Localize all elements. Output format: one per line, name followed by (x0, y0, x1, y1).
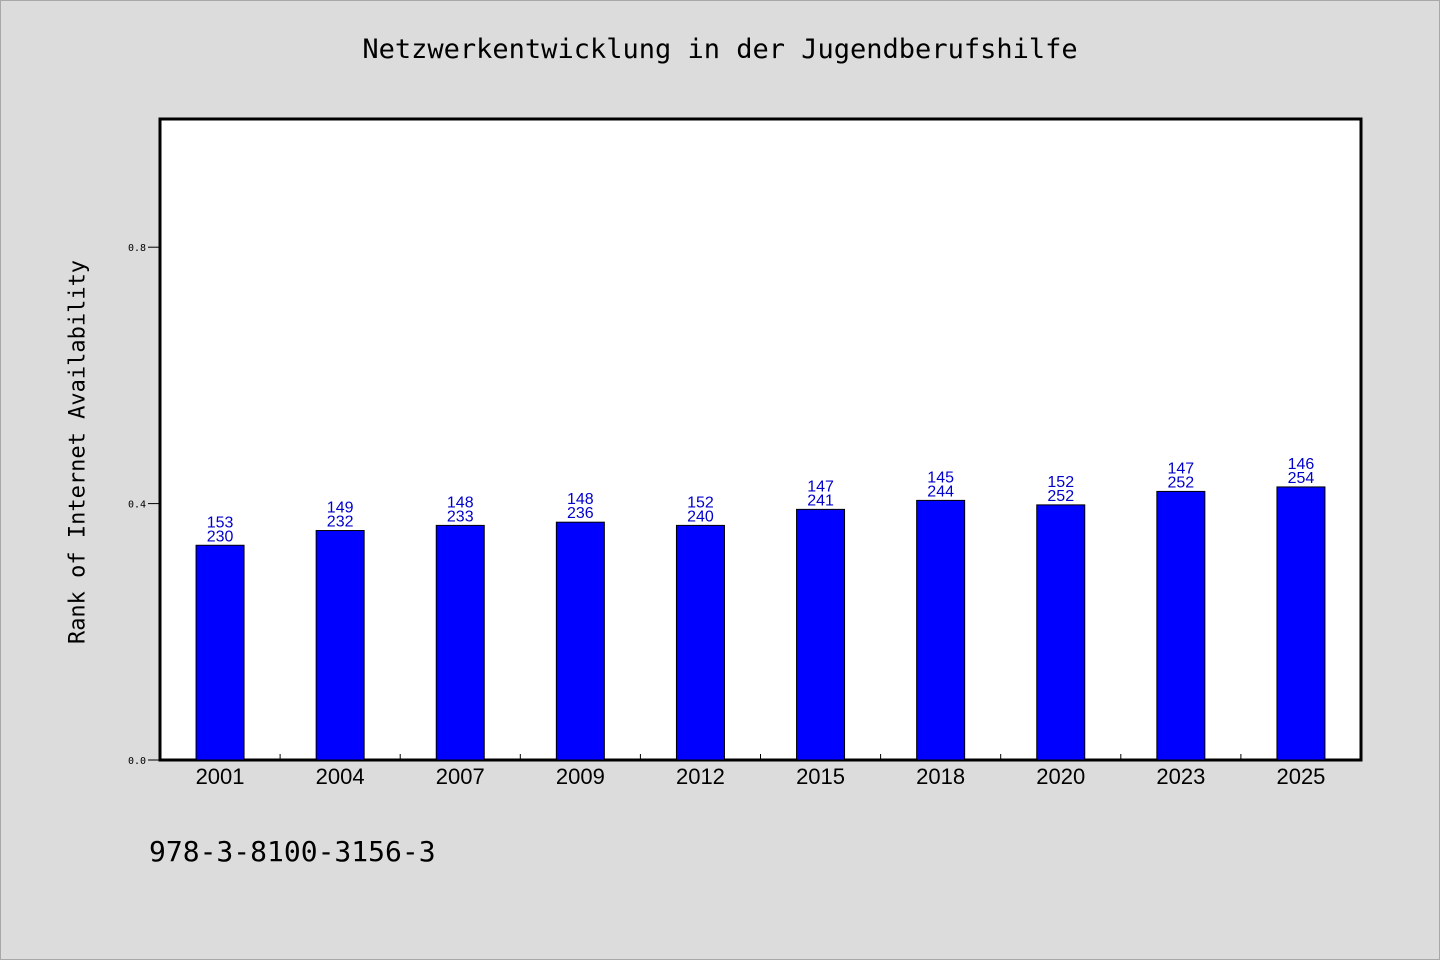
x-tick-label: 2015 (796, 764, 845, 789)
data-label-top: 147 (807, 478, 834, 495)
data-label-top: 146 (1288, 456, 1315, 473)
bar-2023 (1156, 490, 1206, 761)
data-label-bottom: 252 (1047, 488, 1074, 505)
x-tick-label: 2018 (916, 764, 965, 789)
y-tick-label: 0.4 (128, 500, 146, 511)
data-label-bottom: 241 (807, 492, 834, 509)
bar-2015 (796, 508, 846, 761)
data-label-top: 147 (1167, 460, 1194, 477)
x-tick-label: 2004 (316, 764, 365, 789)
x-tick-label: 2020 (1036, 764, 1085, 789)
x-tick-label: 2023 (1156, 764, 1205, 789)
data-label-top: 152 (1047, 474, 1074, 491)
data-label-top: 145 (927, 469, 954, 486)
bar-2001 (195, 544, 245, 761)
data-label-bottom: 240 (687, 508, 714, 525)
data-labels: 2001230153200423214920072331482009236148… (196, 456, 1326, 789)
data-label-top: 152 (687, 494, 714, 511)
data-label-top: 153 (207, 514, 234, 531)
x-tick-label: 2025 (1276, 764, 1325, 789)
bar-2004 (315, 530, 365, 761)
y-tick-label: 0.0 (128, 756, 146, 767)
x-tick-label: 2009 (556, 764, 605, 789)
data-label-bottom: 236 (567, 505, 594, 522)
data-label-bottom: 233 (447, 508, 474, 525)
data-label-bottom: 244 (927, 483, 954, 500)
data-label-top: 148 (567, 491, 594, 508)
data-label-top: 149 (327, 500, 354, 517)
bar-2018 (916, 499, 966, 761)
y-tick-label: 0.8 (128, 243, 146, 254)
data-label-top: 148 (447, 494, 474, 511)
x-tick-label: 2001 (196, 764, 245, 789)
bar-2012 (675, 524, 725, 761)
data-label-bottom: 232 (327, 514, 354, 531)
x-tick-label: 2012 (676, 764, 725, 789)
bar-2020 (1036, 504, 1086, 761)
isbn-text: 978-3-8100-3156-3 (149, 835, 436, 868)
axis-ticks: 0.0 0.4 0.8 (128, 243, 1242, 767)
chart-title: Netzwerkentwicklung in der Jugendberufsh… (362, 34, 1078, 65)
data-label-bottom: 230 (207, 528, 234, 545)
bars (195, 486, 1326, 761)
bar-2009 (555, 521, 605, 761)
x-tick-label: 2007 (436, 764, 485, 789)
data-label-bottom: 254 (1288, 470, 1315, 487)
data-label-bottom: 252 (1167, 474, 1194, 491)
bar-2007 (435, 524, 485, 761)
bar-2025 (1276, 486, 1326, 761)
